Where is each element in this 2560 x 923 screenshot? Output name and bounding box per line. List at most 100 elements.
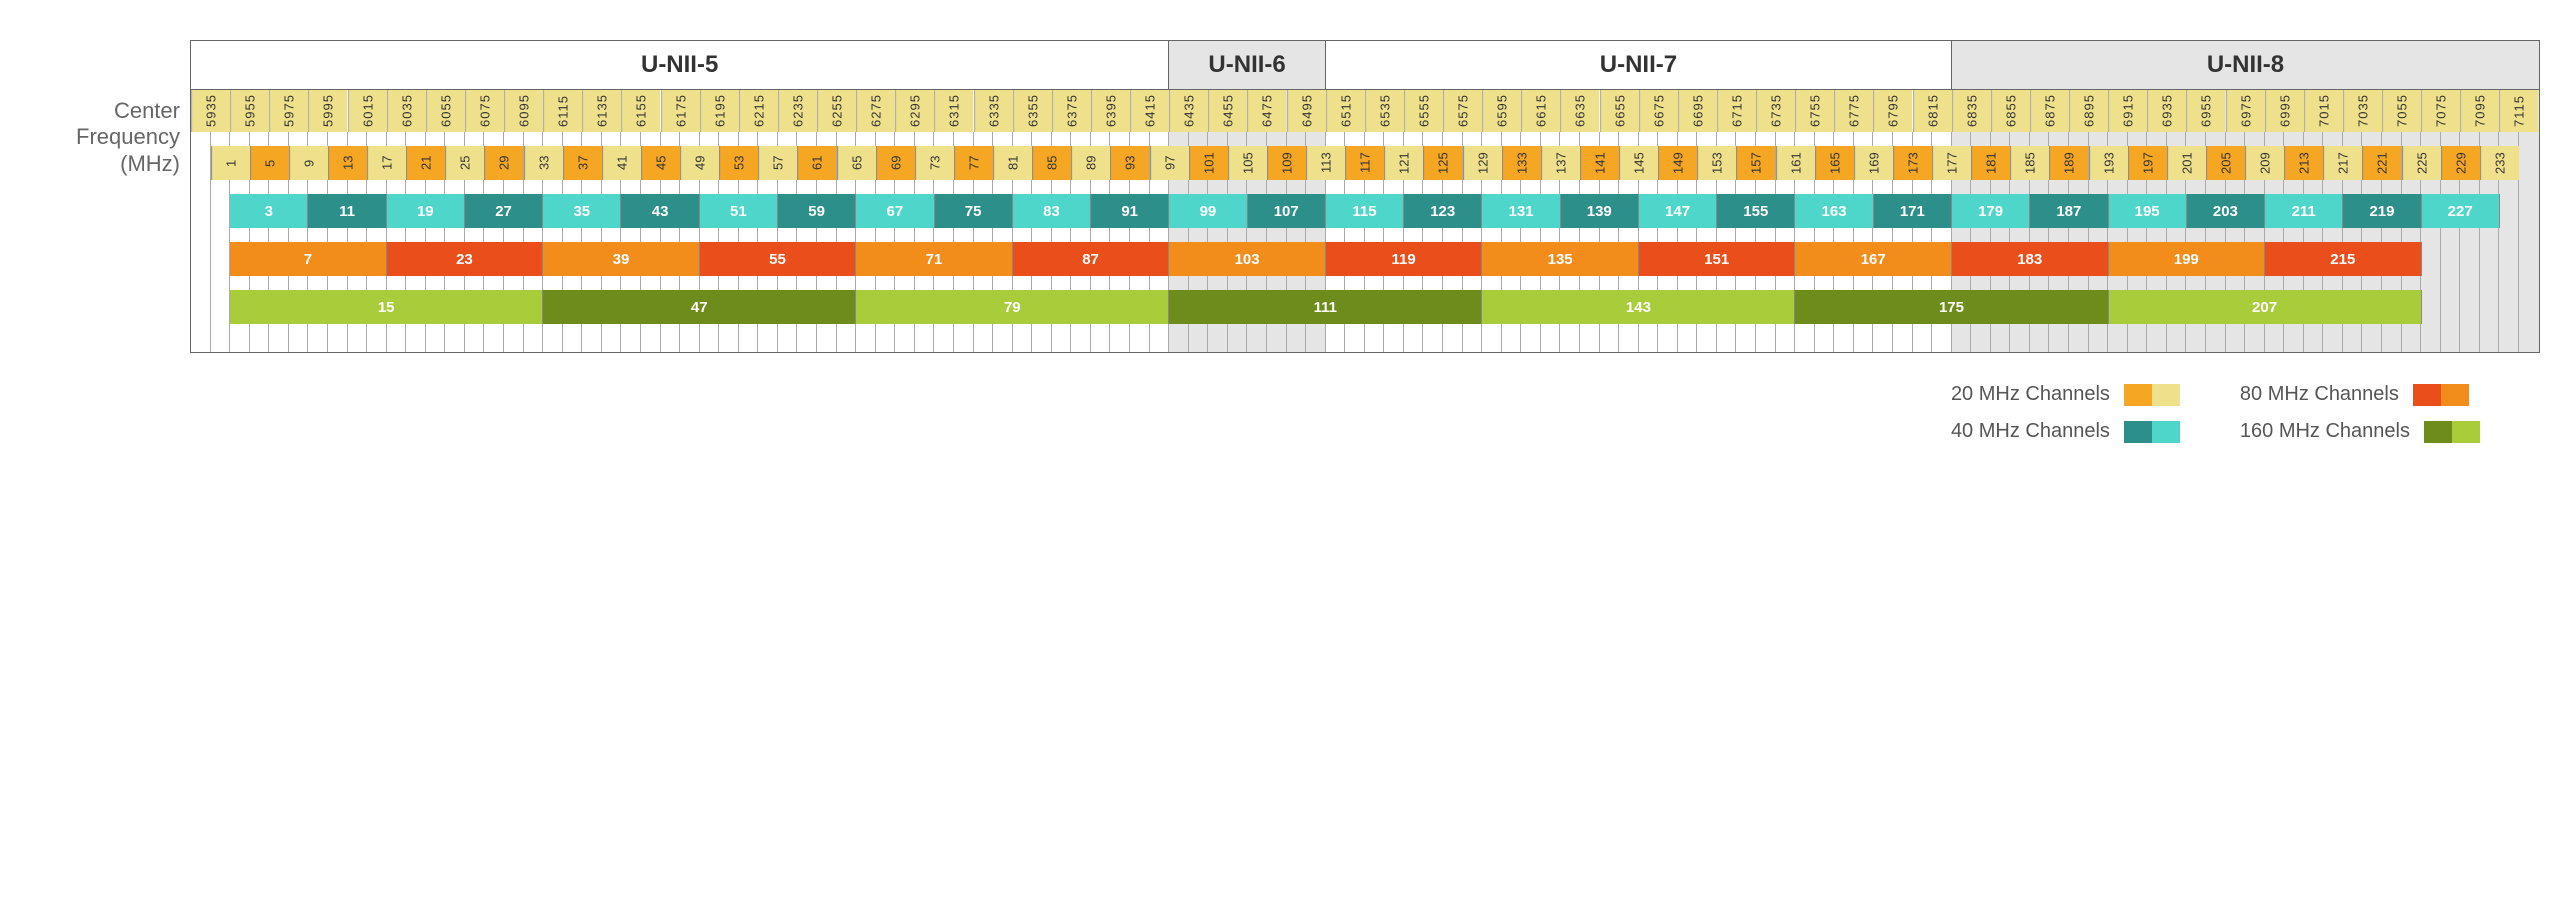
legend-label: 40 MHz Channels — [1951, 420, 2110, 443]
frequency-cell: 6215 — [739, 90, 778, 132]
ch160-cells: 154779111143175207 — [191, 290, 2539, 324]
channel-40mhz: 203 — [2187, 194, 2265, 228]
frequency-cell: 6575 — [1443, 90, 1482, 132]
channel-20mhz: 17 — [367, 146, 406, 180]
frequency-cell: 6235 — [778, 90, 817, 132]
frequency-cell: 6615 — [1521, 90, 1560, 132]
channel-20mhz: 41 — [602, 146, 641, 180]
channel-20mhz: 213 — [2284, 146, 2323, 180]
frequency-cell: 6815 — [1913, 90, 1952, 132]
channel-20mhz: 49 — [680, 146, 719, 180]
frequency-cell: 5935 — [191, 90, 230, 132]
channel-80mhz: 39 — [543, 242, 700, 276]
frequency-cell: 6535 — [1365, 90, 1404, 132]
channel-20mhz: 185 — [2010, 146, 2049, 180]
channel-20mhz: 189 — [2049, 146, 2088, 180]
channel-20mhz: 45 — [641, 146, 680, 180]
channel-20mhz: 9 — [289, 146, 328, 180]
band-header: U-NII-5 — [191, 41, 1169, 89]
spacer-row — [191, 180, 2539, 194]
channel-20mhz: 5 — [250, 146, 289, 180]
frequency-cell: 6995 — [2265, 90, 2304, 132]
channel-80mhz: 167 — [1795, 242, 1952, 276]
channel-40mhz: 99 — [1169, 194, 1247, 228]
frequency-cell: 6555 — [1404, 90, 1443, 132]
channel-20mhz: 149 — [1658, 146, 1697, 180]
gridlines — [191, 132, 2539, 146]
channel-80mhz: 199 — [2109, 242, 2266, 276]
band-header: U-NII-7 — [1326, 41, 1952, 89]
frequency-cells: 5935595559755995601560356055607560956115… — [191, 90, 2539, 132]
frequency-cell: 7095 — [2460, 90, 2499, 132]
channel-20mhz: 117 — [1345, 146, 1384, 180]
channel-20mhz: 177 — [1932, 146, 1971, 180]
frequency-cell: 6875 — [2030, 90, 2069, 132]
frequency-cell: 6035 — [387, 90, 426, 132]
frequency-cell: 6335 — [974, 90, 1013, 132]
frequency-cell: 6295 — [895, 90, 934, 132]
axis-label-line: Frequency — [20, 124, 180, 150]
band-header-row: U-NII-5U-NII-6U-NII-7U-NII-8 — [190, 40, 2540, 90]
channel-20mhz: 221 — [2362, 146, 2401, 180]
legend: 20 MHz Channels40 MHz Channels80 MHz Cha… — [190, 383, 2480, 443]
channel-20mhz: 181 — [1971, 146, 2010, 180]
channel-40mhz: 11 — [308, 194, 386, 228]
channel-40mhz: 83 — [1013, 194, 1091, 228]
channel-40mhz: 115 — [1326, 194, 1404, 228]
channel-20mhz: 93 — [1110, 146, 1149, 180]
channel-20mhz: 29 — [484, 146, 523, 180]
channel-20mhz: 233 — [2480, 146, 2519, 180]
channel-160mhz: 15 — [230, 290, 543, 324]
channel-20mhz: 89 — [1071, 146, 1110, 180]
channel-20mhz: 73 — [915, 146, 954, 180]
channel-160mhz: 47 — [543, 290, 856, 324]
channel-20mhz: 153 — [1697, 146, 1736, 180]
channel-20mhz: 13 — [328, 146, 367, 180]
spacer-row — [191, 276, 2539, 290]
channel-40mhz: 27 — [465, 194, 543, 228]
channel-40mhz: 179 — [1952, 194, 2030, 228]
frequency-cell: 6595 — [1482, 90, 1521, 132]
frequency-cell: 6255 — [817, 90, 856, 132]
frequency-cell: 6715 — [1717, 90, 1756, 132]
frequency-cell: 5975 — [269, 90, 308, 132]
frequency-cell: 6835 — [1952, 90, 1991, 132]
channel-160mhz: 207 — [2109, 290, 2422, 324]
frequency-cell: 5955 — [230, 90, 269, 132]
frequency-cell: 6735 — [1756, 90, 1795, 132]
channel-20mhz: 173 — [1893, 146, 1932, 180]
channel-20mhz: 101 — [1189, 146, 1228, 180]
channel-80mhz: 151 — [1639, 242, 1796, 276]
channel-20mhz: 33 — [524, 146, 563, 180]
channel-80mhz: 183 — [1952, 242, 2109, 276]
channel-20mhz: 229 — [2441, 146, 2480, 180]
channel-20mhz: 81 — [993, 146, 1032, 180]
channel-40mhz: 67 — [856, 194, 934, 228]
channel-20mhz: 69 — [876, 146, 915, 180]
frequency-cell: 6315 — [934, 90, 973, 132]
channel-20mhz: 137 — [1541, 146, 1580, 180]
ch80-cells: 72339557187103119135151167183199215 — [191, 242, 2539, 276]
channel-40mhz: 91 — [1091, 194, 1169, 228]
legend-item: 40 MHz Channels — [1951, 420, 2180, 443]
channel-40mhz: 51 — [700, 194, 778, 228]
channel-160mhz: 79 — [856, 290, 1169, 324]
channel-20mhz: 133 — [1502, 146, 1541, 180]
frequency-cell: 6635 — [1560, 90, 1599, 132]
frequency-cell: 6115 — [543, 90, 582, 132]
channel-80mhz: 215 — [2265, 242, 2422, 276]
spacer-row — [191, 338, 2539, 352]
frequency-cell: 6055 — [426, 90, 465, 132]
frequency-cell: 6495 — [1287, 90, 1326, 132]
gridlines — [191, 338, 2539, 352]
channel-allocation-chart: CenterFrequency(MHz) U-NII-5U-NII-6U-NII… — [20, 40, 2540, 443]
channel-160mhz: 143 — [1482, 290, 1795, 324]
legend-swatch — [2413, 384, 2469, 406]
channel-80mhz: 119 — [1326, 242, 1483, 276]
frequency-cell: 6475 — [1247, 90, 1286, 132]
grid-area: 5935595559755995601560356055607560956115… — [190, 90, 2540, 353]
frequency-cell: 6935 — [2147, 90, 2186, 132]
gridlines — [191, 276, 2539, 290]
frequency-cell: 6755 — [1795, 90, 1834, 132]
spacer-row — [191, 324, 2539, 338]
